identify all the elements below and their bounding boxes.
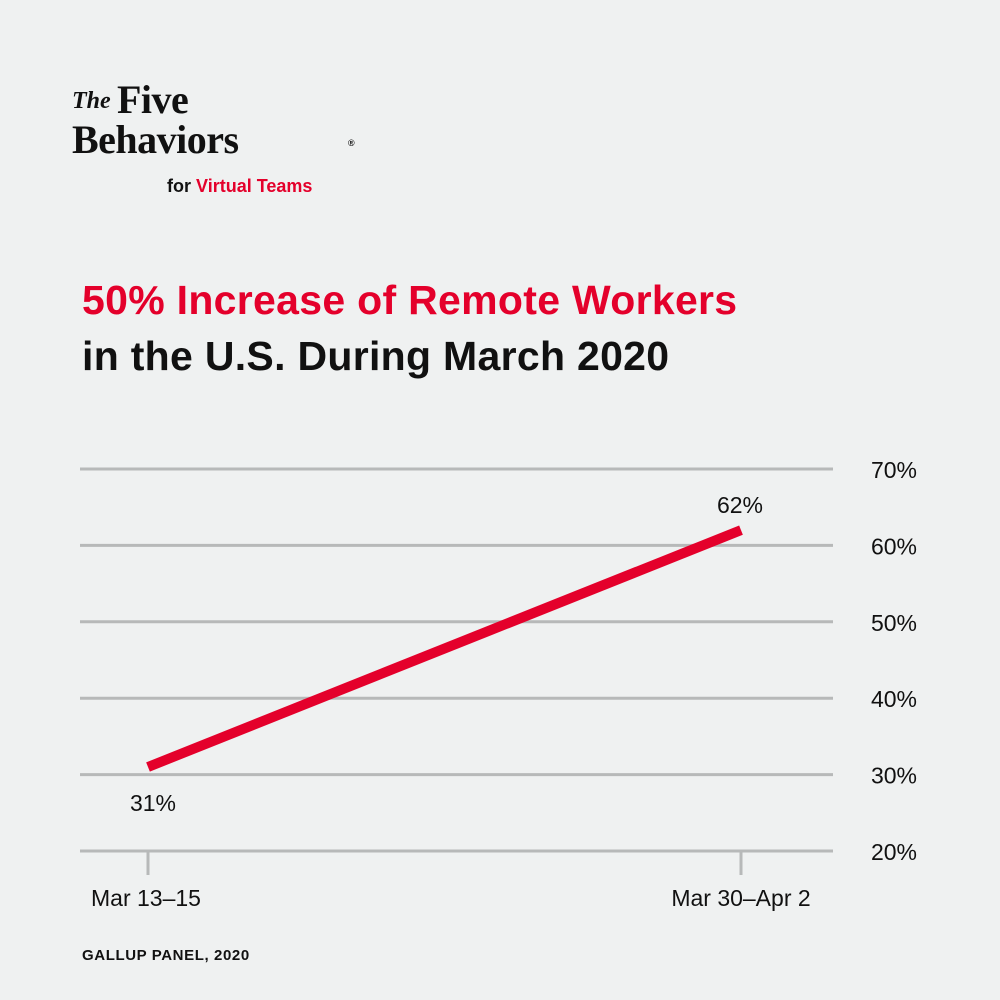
- source-note: GALLUP PANEL, 2020: [82, 947, 250, 964]
- y-tick-label: 40%: [871, 686, 917, 712]
- logo-five-text: Five: [117, 77, 189, 122]
- logo-behaviors-text: Behaviors: [72, 117, 239, 162]
- logo-for-text: for: [167, 176, 191, 196]
- chart-title-line2: in the U.S. During March 2020: [82, 333, 670, 379]
- y-tick-label: 70%: [871, 457, 917, 483]
- registered-mark: ®: [348, 138, 355, 148]
- data-label: 62%: [717, 492, 763, 518]
- y-tick-label: 50%: [871, 610, 917, 636]
- x-tick-label: Mar 13–15: [91, 885, 201, 911]
- data-label: 31%: [130, 790, 176, 816]
- chart-title: 50% Increase of Remote Workers in the U.…: [82, 272, 962, 384]
- series-line: [146, 525, 743, 772]
- y-tick-label: 20%: [871, 839, 917, 865]
- logo-tagline: for Virtual Teams: [167, 176, 312, 197]
- y-tick-label: 60%: [871, 533, 917, 559]
- chart-title-line1: 50% Increase of Remote Workers: [82, 277, 738, 323]
- brand-logo: The Five Behaviors ® for Virtual Teams: [72, 80, 372, 200]
- logo-virtual-teams-text: Virtual Teams: [196, 176, 313, 196]
- logo-the-text: The: [72, 88, 111, 114]
- y-tick-label: 30%: [871, 763, 917, 789]
- x-tick-label: Mar 30–Apr 2: [671, 885, 810, 911]
